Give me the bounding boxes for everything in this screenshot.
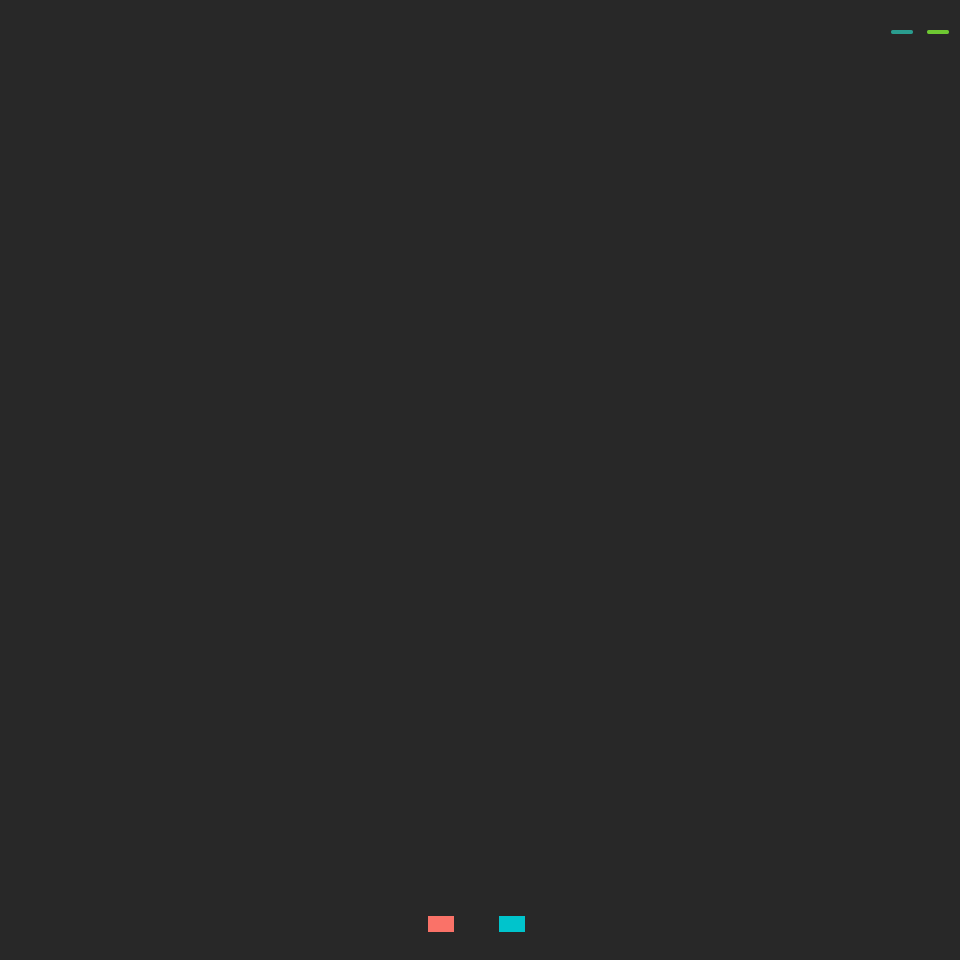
legend-bottom (0, 916, 960, 932)
legend-bottom-swatch-85 (499, 916, 525, 932)
legend-top (884, 30, 956, 34)
legend-swatch-65 (891, 30, 913, 34)
legend-bottom-pair-85 (499, 916, 532, 932)
legend-bottom-pair-65 (428, 916, 461, 932)
legend-bottom-swatch-65 (428, 916, 454, 932)
legend-swatch-85 (927, 30, 949, 34)
